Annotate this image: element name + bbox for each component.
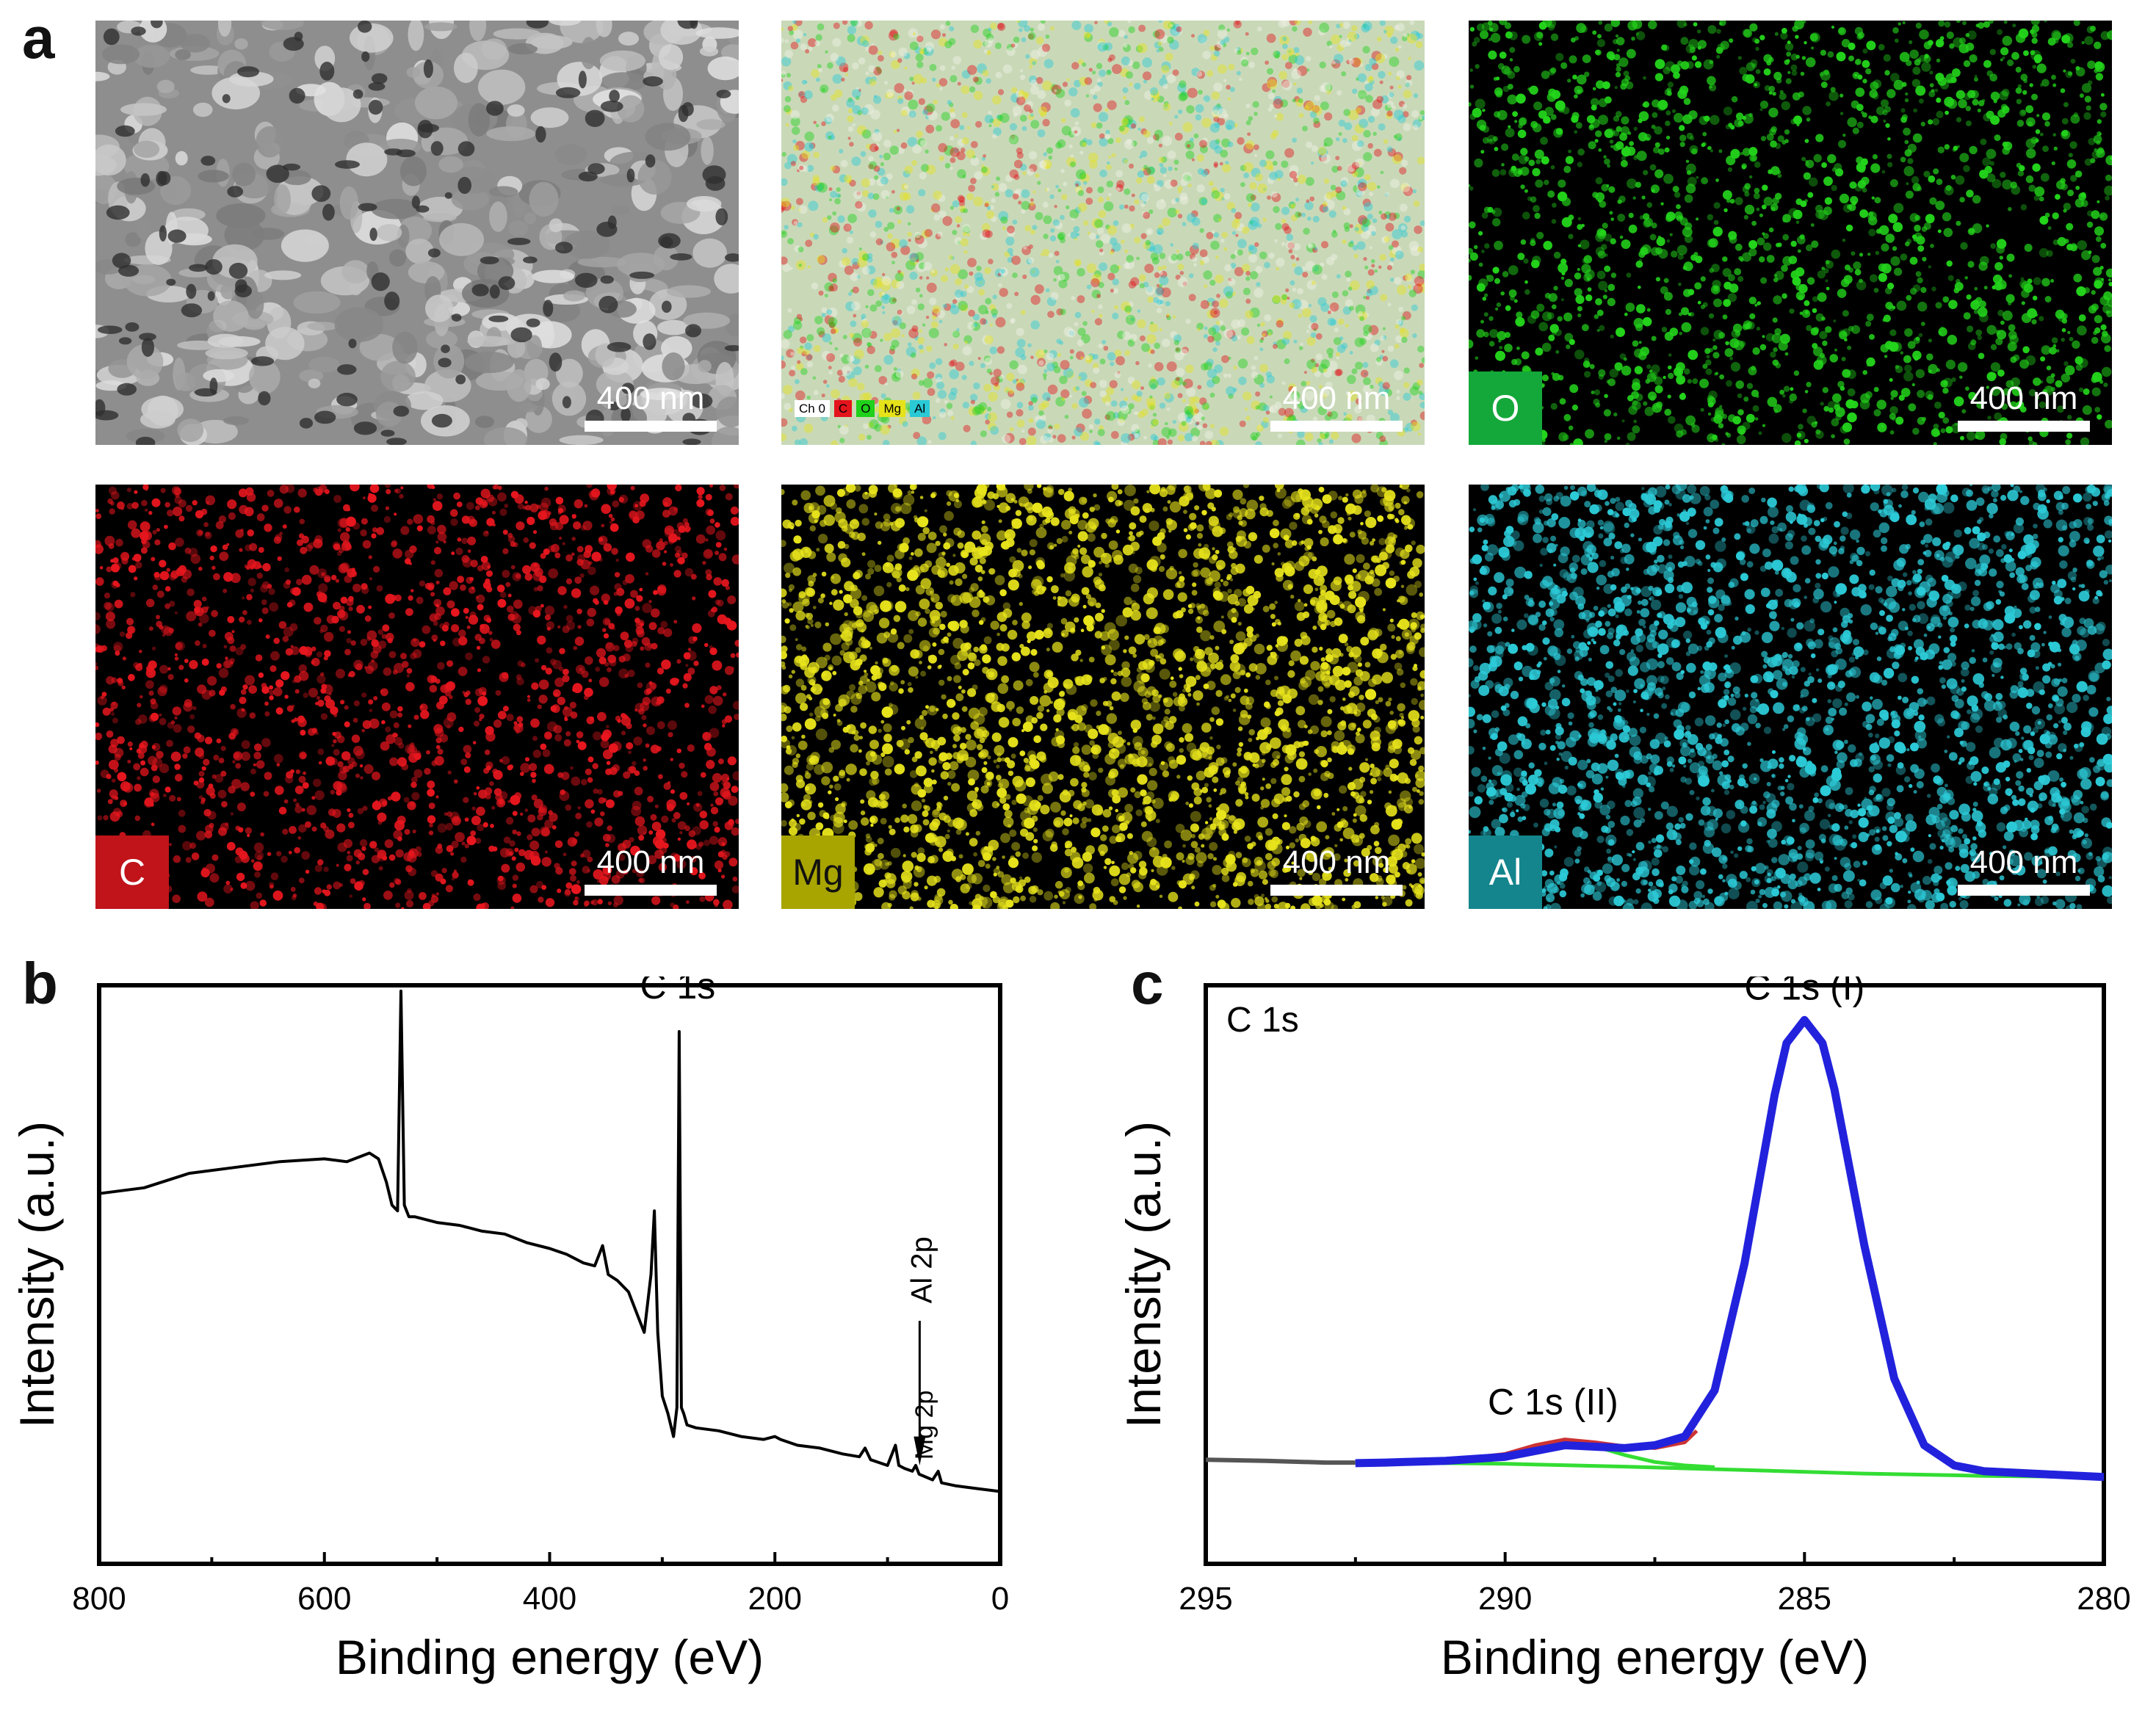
spectrum-title: C 1s — [1226, 1001, 1299, 1040]
scale-bar-line — [1270, 885, 1403, 896]
x-tick-label: 600 — [297, 1581, 351, 1617]
scale-bar: 400 nm — [1958, 383, 2090, 432]
x-tick-label: 295 — [1179, 1581, 1232, 1617]
legend-ch0: Ch 0 — [795, 400, 830, 417]
scale-bar-line — [1958, 421, 2090, 432]
panel-c-letter: c — [1131, 951, 1164, 1016]
element-badge-al: Al — [1469, 836, 1542, 909]
legend-o: O — [856, 400, 875, 417]
x-tick-label: 285 — [1778, 1581, 1831, 1617]
y-axis-label: Intensity (a.u.) — [10, 1121, 64, 1428]
annotation-c1s: C 1s — [640, 976, 715, 1007]
series-survey — [98, 989, 1001, 1493]
scale-bar-label: 400 nm — [596, 844, 705, 880]
scale-bar: 400 nm — [585, 383, 717, 432]
annotation-al2p: Al 2p — [905, 1236, 938, 1303]
x-tick-label: 400 — [523, 1581, 576, 1617]
x-tick-label: 0 — [991, 1581, 1009, 1617]
series-raw — [1205, 1457, 1356, 1465]
scale-bar-label: 400 nm — [596, 380, 705, 416]
panel-b-letter: b — [22, 951, 58, 1016]
panel-a-letter: a — [22, 5, 55, 70]
oxygen-texture — [1469, 21, 2112, 445]
eds-map-carbon: C 400 nm — [95, 485, 739, 909]
sem-texture — [95, 21, 739, 445]
annotation-c1s-i: C 1s (I) — [1744, 976, 1864, 1007]
overlay-texture — [781, 21, 1425, 445]
element-badge-c: C — [95, 836, 169, 909]
scale-bar-line — [585, 421, 717, 432]
scale-bar-label: 400 nm — [1282, 380, 1391, 416]
x-tick-label: 200 — [748, 1581, 802, 1617]
scale-bar-line — [585, 885, 717, 896]
annotation-c1s-ii: C 1s (II) — [1488, 1382, 1618, 1423]
x-tick-label: 280 — [2077, 1581, 2130, 1617]
annotation-o1s: O 1s — [361, 976, 438, 983]
scale-bar-label: 400 nm — [1969, 380, 2078, 416]
eds-overlay-image: Ch 0 C O Mg Al 400 nm — [781, 21, 1425, 445]
legend-mg: Mg — [879, 400, 906, 417]
plot-frame — [97, 983, 1002, 1566]
aluminum-texture — [1469, 485, 2112, 909]
y-axis-label: Intensity (a.u.) — [1116, 1121, 1171, 1428]
scale-bar-label: 400 nm — [1282, 844, 1391, 880]
scale-bar-label: 400 nm — [1969, 844, 2078, 880]
element-badge-mg: Mg — [781, 836, 855, 909]
annotation-mg2p: Mg 2p — [911, 1391, 938, 1460]
x-tick-label: 800 — [72, 1581, 126, 1617]
eds-map-aluminum: Al 400 nm — [1469, 485, 2112, 909]
channel-legend: Ch 0 C O Mg Al — [795, 400, 930, 417]
scale-bar: 400 nm — [1270, 383, 1403, 432]
sem-image: 400 nm — [95, 21, 739, 445]
x-axis-label: Binding energy (eV) — [1441, 1630, 1869, 1684]
legend-al: Al — [910, 400, 930, 417]
scale-bar-line — [1958, 885, 2090, 896]
arrow-al2p-head — [914, 1436, 926, 1466]
scale-bar: 400 nm — [585, 847, 717, 896]
scale-bar: 400 nm — [1958, 847, 2090, 896]
series-background — [1385, 1460, 2105, 1479]
xps-c1s-chart: 295 290 285 280 Binding energy (eV) Intensity… — [1116, 976, 2131, 1684]
element-badge-o: O — [1469, 371, 1542, 445]
eds-map-magnesium: Mg 400 nm — [781, 485, 1425, 909]
x-axis-label: Binding energy (eV) — [336, 1630, 764, 1684]
series-fit — [1355, 1015, 2105, 1482]
legend-c: C — [833, 400, 853, 417]
scale-bar: 400 nm — [1270, 847, 1403, 896]
x-tick-label: 290 — [1478, 1581, 1532, 1617]
eds-map-oxygen: O 400 nm — [1469, 21, 2112, 445]
xps-survey-chart: 800 600 400 200 0 Binding energy (eV) Intensit… — [10, 976, 1009, 1684]
scale-bar-line — [1270, 421, 1403, 432]
